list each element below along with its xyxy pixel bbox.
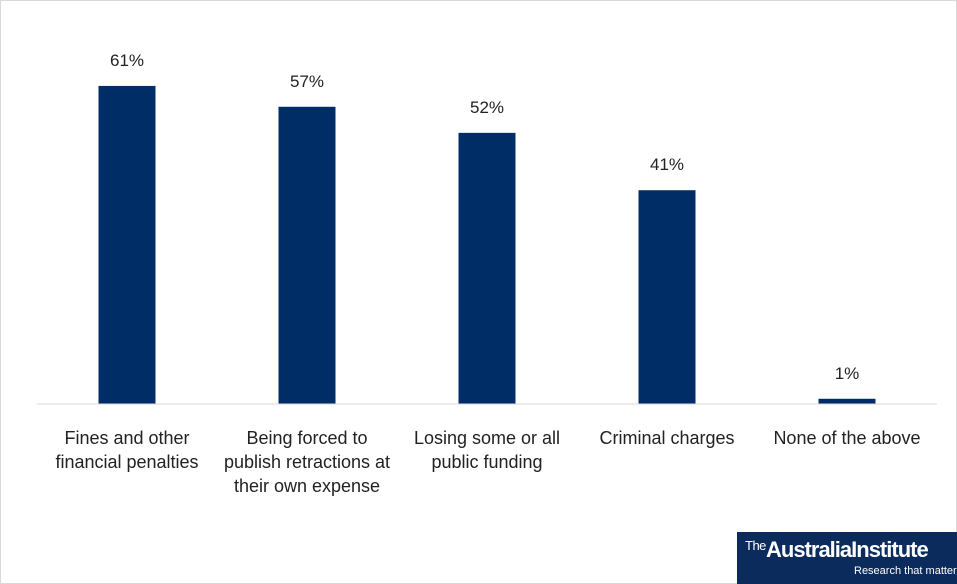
x-tick-label: Fines and other financial penalties [55, 428, 199, 472]
x-tick-label: None of the above [773, 428, 921, 448]
value-label: 1% [835, 364, 860, 383]
value-label: 57% [290, 72, 324, 91]
bar [98, 85, 156, 404]
bar [458, 132, 516, 404]
bar [278, 106, 336, 405]
x-tick-label: Being forced to publish retractions at t… [223, 428, 391, 496]
value-label: 41% [650, 155, 684, 174]
logo-prefix: The [745, 538, 766, 553]
bar [638, 190, 696, 404]
logo-tagline: Research that matters [854, 565, 957, 577]
value-label: 61% [110, 51, 144, 70]
x-tick-label: Criminal charges [599, 428, 735, 448]
logo: The AustraliaInstitute Research that mat… [737, 532, 957, 584]
x-tick-label: Losing some or all public funding [413, 428, 561, 472]
bar [818, 398, 876, 404]
logo-name: AustraliaInstitute [766, 537, 929, 562]
value-label: 52% [470, 98, 504, 117]
